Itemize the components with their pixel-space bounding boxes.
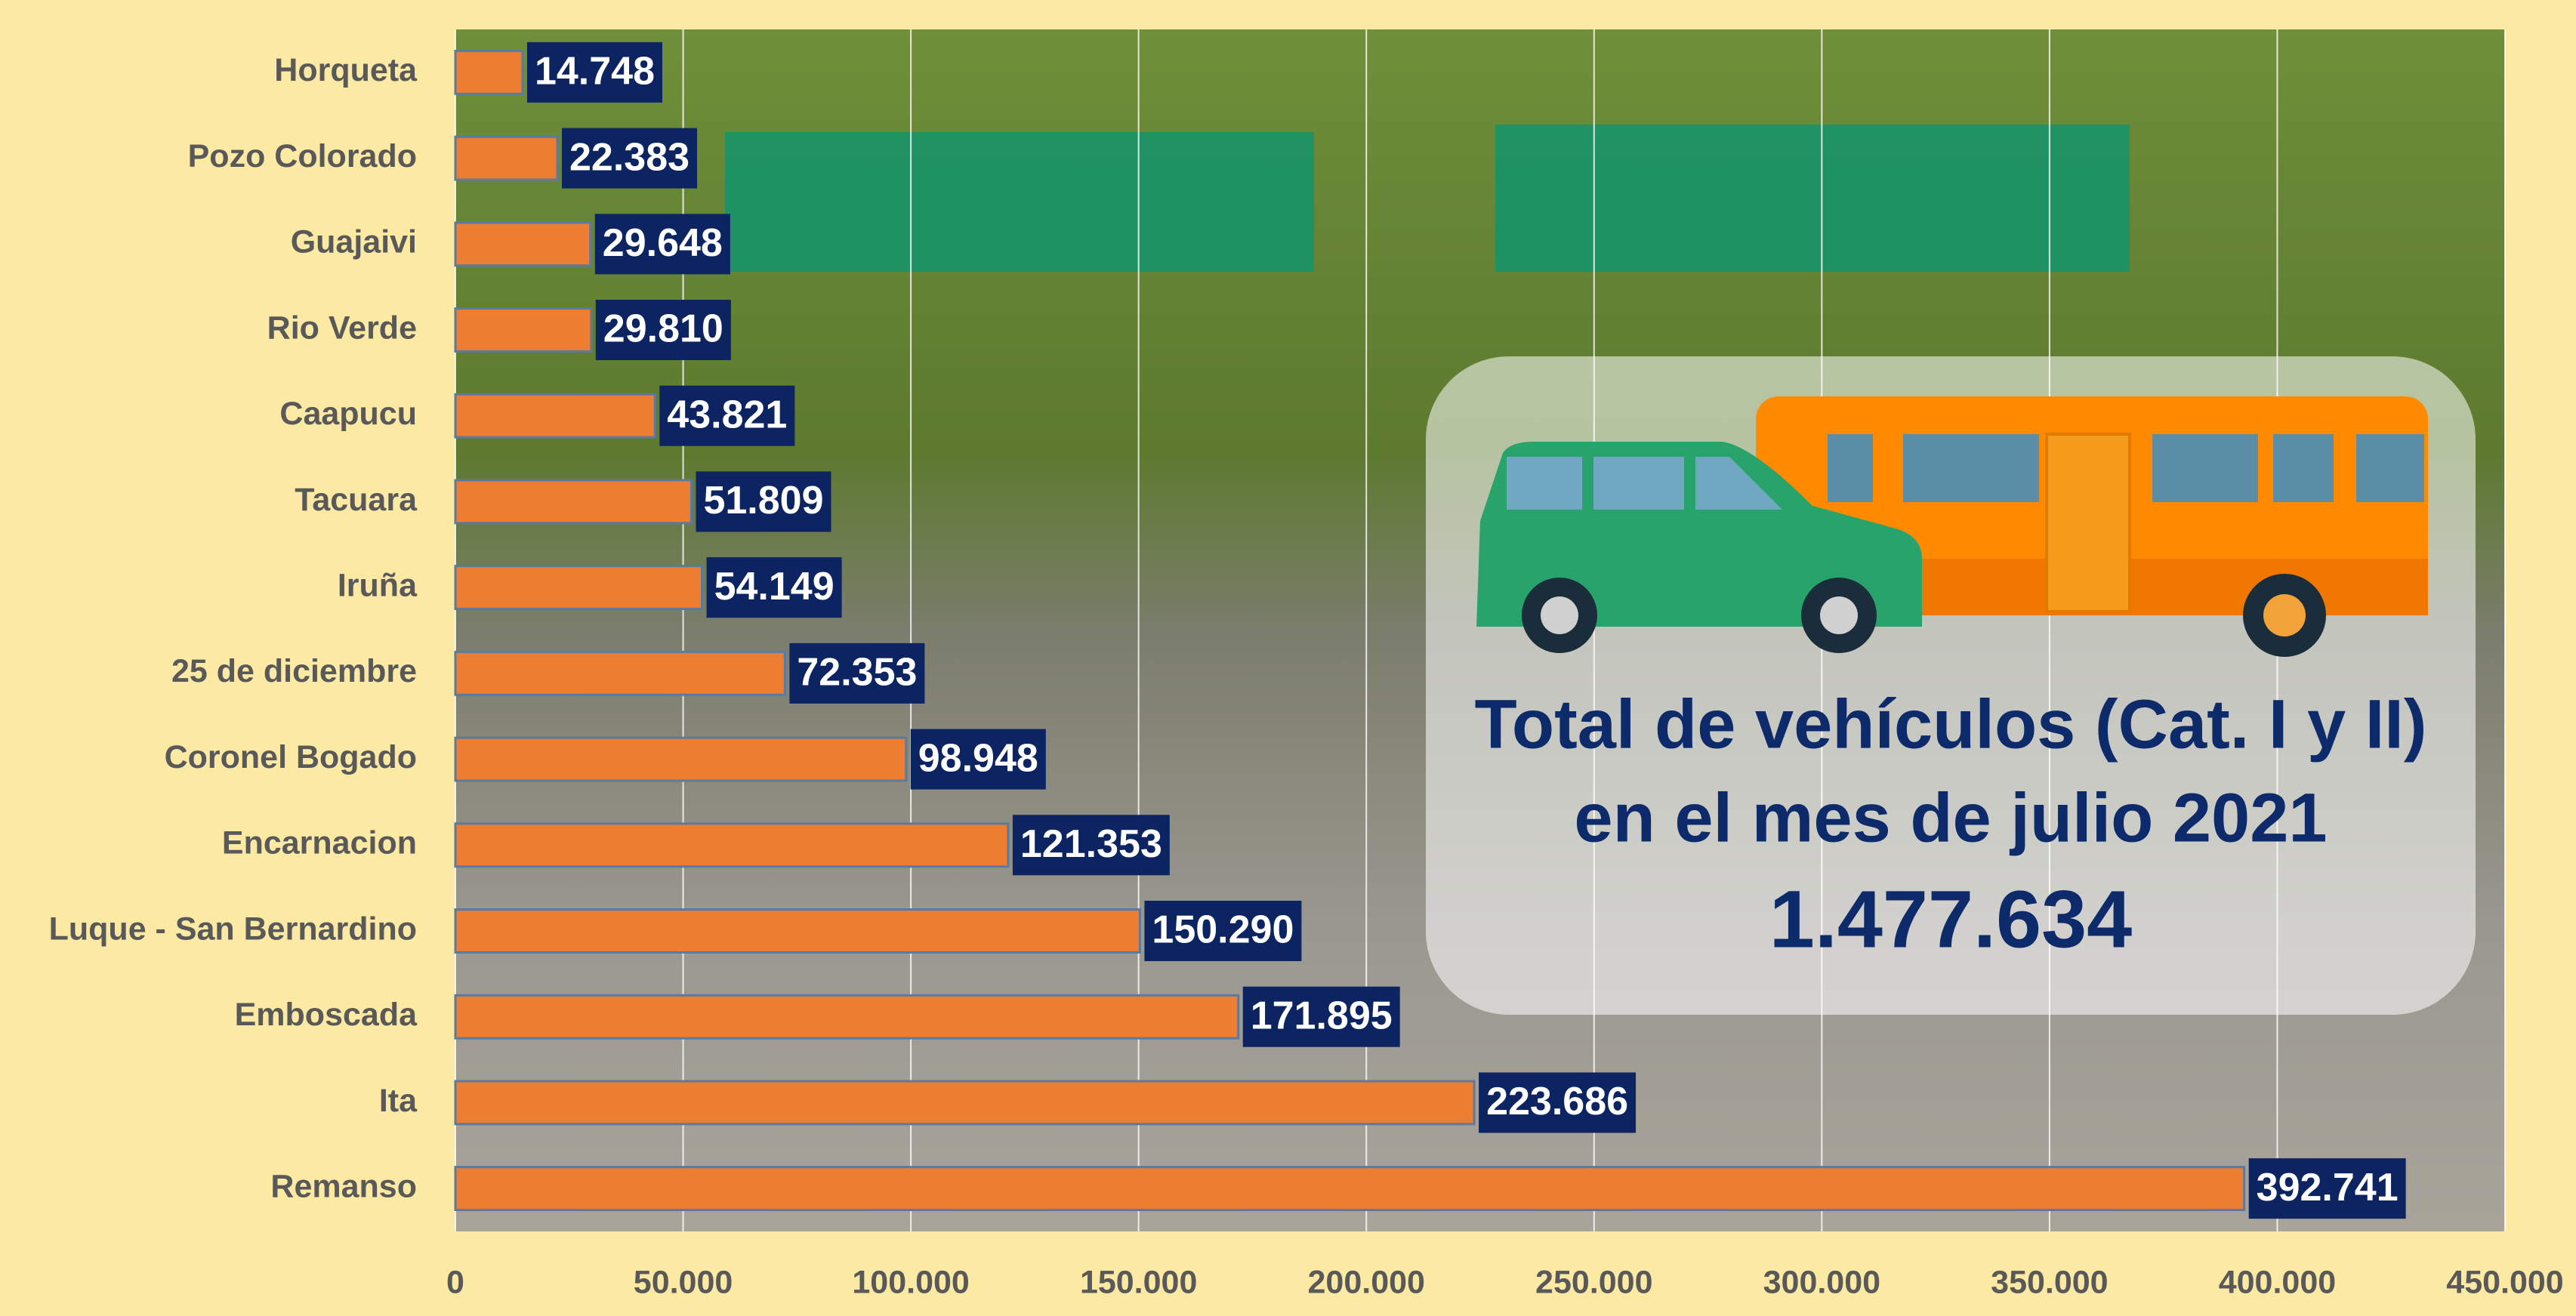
y-tick-label: Horqueta [274,52,418,88]
x-tick-label: 350.000 [1991,1264,2108,1300]
bar [455,566,702,609]
annotation-box: Total de vehículos (Cat. I y II) en el m… [1426,356,2476,1015]
x-tick-label: 0 [446,1264,464,1300]
x-tick-label: 400.000 [2219,1264,2336,1300]
road-sign [1495,125,2130,272]
y-tick-label: Coronel Bogado [165,739,417,775]
y-tick-label: 25 de diciembre [171,653,417,689]
value-label: 29.648 [603,221,723,265]
bar [455,995,1239,1038]
y-tick-label: Iruña [338,568,418,604]
x-tick-label: 450.000 [2446,1264,2563,1300]
value-label: 150.290 [1152,908,1294,952]
value-label: 29.810 [603,307,723,351]
value-label: 171.895 [1251,994,1393,1037]
y-tick-label: Remanso [270,1169,417,1205]
value-label: 121.353 [1020,822,1162,866]
value-label: 223.686 [1486,1080,1628,1123]
y-tick-label: Luque - San Bernardino [49,911,417,947]
bar [455,309,591,352]
bar [455,137,557,180]
y-tick-label: Caapucu [279,396,417,432]
y-tick-label: Rio Verde [267,310,417,346]
bar [455,51,523,94]
value-label: 392.741 [2257,1166,2399,1210]
y-tick-label: Emboscada [235,997,418,1033]
x-tick-label: 250.000 [1535,1264,1652,1300]
x-tick-label: 150.000 [1080,1264,1197,1300]
value-label: 54.149 [714,565,835,609]
x-tick-label: 100.000 [852,1264,969,1300]
road-sign [725,132,1314,272]
y-tick-label: Pozo Colorado [188,138,417,174]
bar [455,1081,1474,1124]
bar [455,652,785,695]
bar [455,738,906,781]
value-label: 22.383 [569,135,690,179]
y-tick-label: Encarnacion [222,825,417,861]
y-tick-label: Tacuara [295,482,418,518]
annotation-total: 1.477.634 [1769,874,2132,965]
annotation-line: en el mes de julio 2021 [1574,779,2327,856]
chart: 0 50.000 100.000 150.000 200.000 250.000 300.0… [0,0,2576,1316]
value-label: 43.821 [667,393,787,436]
bar [455,1167,2244,1210]
x-tick-label: 300.000 [1763,1264,1880,1300]
value-label: 51.809 [703,479,823,522]
x-tick-label: 200.000 [1308,1264,1425,1300]
bar [455,223,591,266]
value-label: 98.948 [918,736,1038,780]
x-tick-label: 50.000 [634,1264,733,1300]
value-label: 72.353 [797,651,917,695]
bar [455,480,691,523]
bar [455,824,1008,867]
value-label: 14.748 [535,50,655,94]
annotation-line: Total de vehículos (Cat. I y II) [1475,686,2427,763]
y-tick-label: Guajaivi [291,224,417,260]
bar [455,394,655,437]
bar [455,910,1140,953]
y-tick-label: Ita [379,1083,418,1119]
